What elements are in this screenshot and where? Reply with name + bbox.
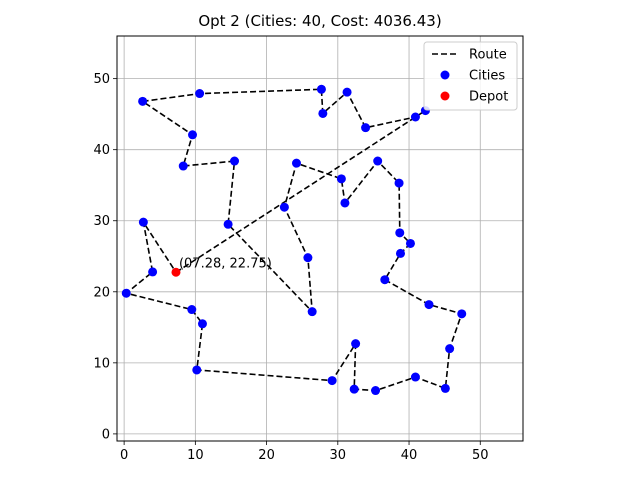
city-marker — [327, 376, 337, 386]
city-marker — [230, 156, 240, 166]
city-marker — [178, 161, 188, 171]
legend-label: Cities — [469, 69, 505, 84]
city-marker — [121, 288, 131, 298]
y-tick-label: 50 — [93, 72, 110, 87]
legend-label: Depot — [469, 90, 508, 105]
city-marker — [195, 89, 205, 99]
city-marker — [373, 156, 383, 166]
city-marker — [349, 384, 359, 394]
legend-label: Route — [469, 48, 507, 63]
x-tick-label: 0 — [120, 448, 128, 463]
city-marker — [394, 178, 404, 188]
y-tick-label: 30 — [93, 214, 110, 229]
route-path — [124, 88, 463, 392]
city-marker — [307, 307, 317, 317]
city-marker — [188, 130, 198, 140]
legend-cities-swatch — [440, 70, 450, 80]
route-line — [124, 88, 463, 392]
city-marker — [445, 344, 455, 354]
plot-frame — [116, 35, 524, 442]
city-marker — [303, 253, 313, 263]
depot-marker — [171, 267, 181, 277]
legend: Route Cities Depot — [423, 41, 518, 111]
city-marker — [457, 309, 467, 319]
city-marker — [291, 158, 301, 168]
y-tick-label: 10 — [93, 356, 110, 371]
x-tick-label: 40 — [401, 448, 418, 463]
city-marker — [440, 383, 450, 393]
city-marker — [410, 112, 420, 122]
city-marker — [405, 238, 415, 248]
city-marker — [187, 305, 197, 315]
city-marker — [197, 319, 207, 329]
city-marker — [342, 87, 352, 97]
city-marker — [380, 275, 390, 285]
x-tick-label: 10 — [187, 448, 204, 463]
city-marker — [138, 217, 148, 227]
x-tick-label: 30 — [330, 448, 347, 463]
city-marker — [223, 219, 233, 229]
city-marker — [336, 174, 346, 184]
grid-lines — [117, 36, 523, 441]
city-marker — [395, 248, 405, 258]
city-marker — [316, 84, 326, 94]
y-axis-ticks: 0 10 20 30 40 50 — [93, 72, 117, 442]
legend-depot-swatch — [440, 91, 450, 101]
city-marker — [138, 96, 148, 106]
x-tick-label: 20 — [258, 448, 275, 463]
city-marker — [279, 202, 289, 212]
city-marker — [351, 339, 361, 349]
y-tick-label: 0 — [102, 427, 110, 442]
city-marker — [361, 123, 371, 133]
depot-point — [171, 267, 181, 277]
city-marker — [192, 365, 202, 375]
x-axis-ticks: 0 10 20 30 40 50 — [120, 441, 489, 463]
chart-title: Opt 2 (Cities: 40, Cost: 4036.43) — [198, 12, 441, 30]
city-marker — [371, 386, 381, 396]
city-marker — [395, 228, 405, 238]
y-tick-label: 40 — [93, 143, 110, 158]
city-marker — [148, 267, 158, 277]
city-marker — [410, 372, 420, 382]
city-points — [121, 84, 467, 396]
annotations: (07.28, 22.75) — [179, 256, 272, 271]
depot-coordinate-label: (07.28, 22.75) — [179, 256, 272, 271]
x-tick-label: 50 — [472, 448, 489, 463]
city-marker — [340, 198, 350, 208]
y-tick-label: 20 — [93, 285, 110, 300]
city-marker — [318, 108, 328, 118]
city-marker — [424, 300, 434, 310]
